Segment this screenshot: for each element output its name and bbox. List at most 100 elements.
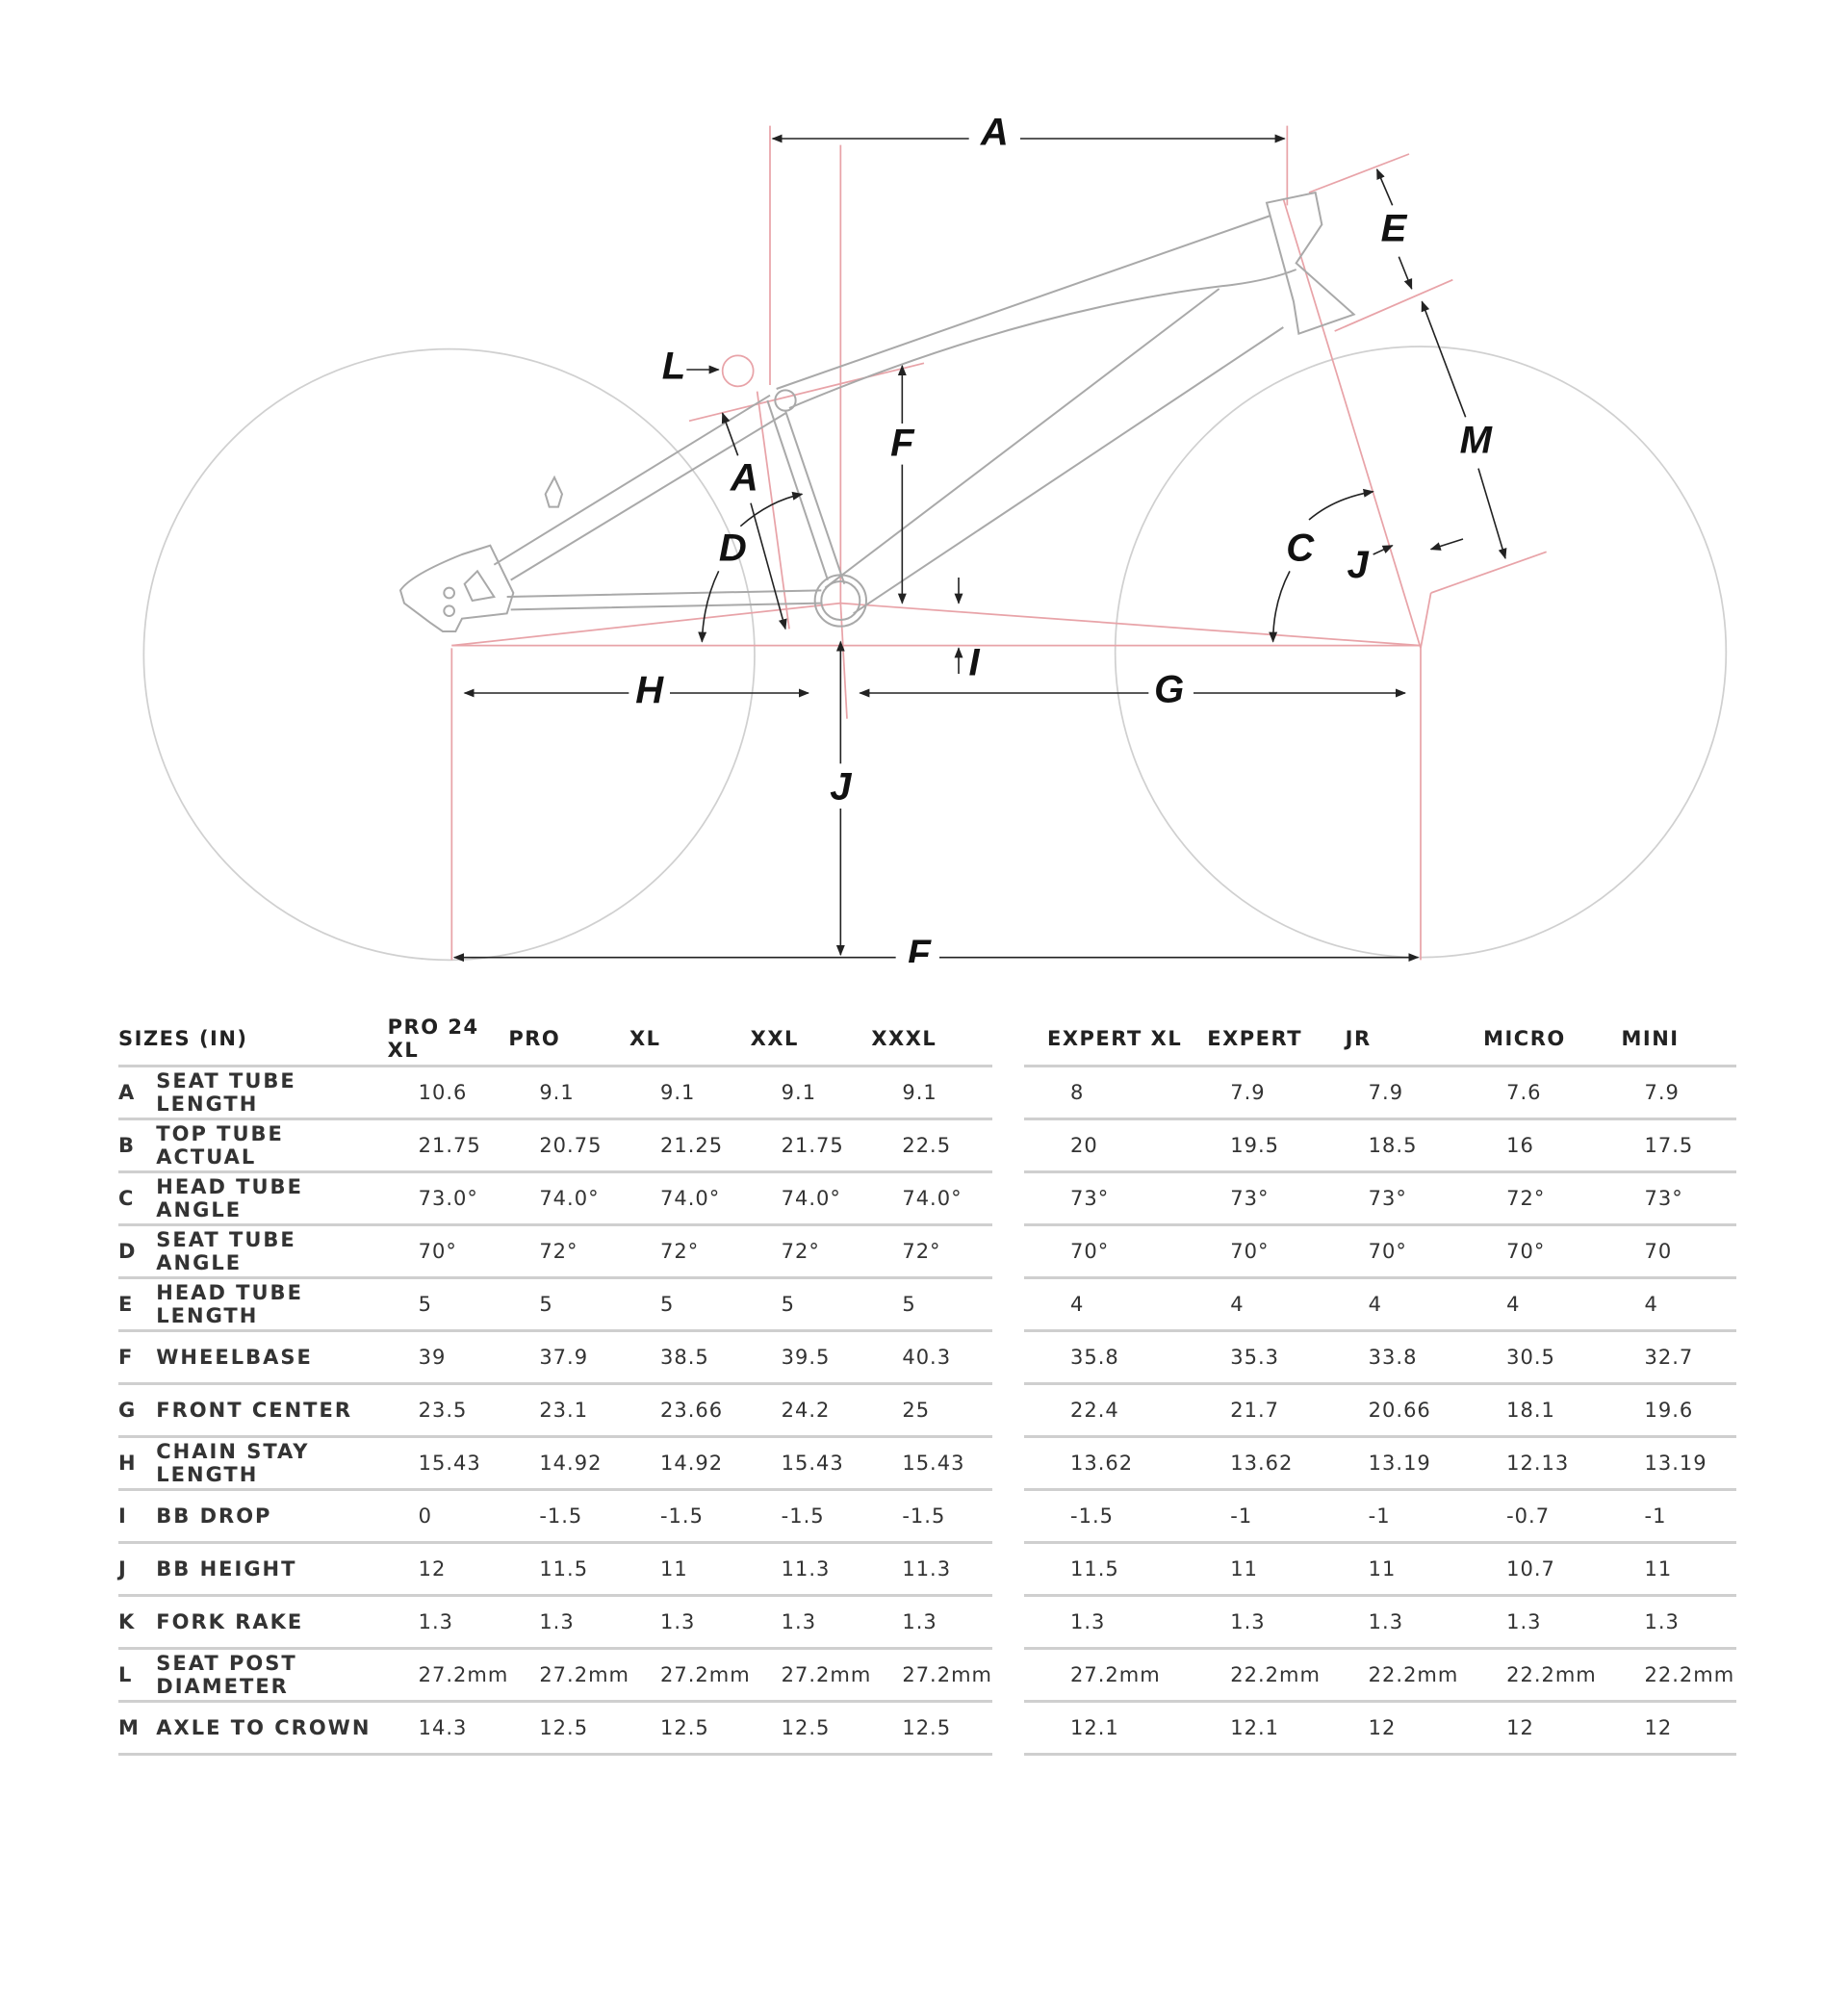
label-a-top: A: [980, 112, 1009, 154]
dimension-arrows: [452, 134, 1507, 963]
cell-value: 70°: [1184, 1224, 1322, 1279]
cell-value: 74.0°: [750, 1171, 872, 1226]
cell-value: 7.9: [1598, 1066, 1736, 1120]
cell-value: 35.8: [1024, 1330, 1185, 1385]
table-row: I BB DROP 0 -1.5 -1.5 -1.5 -1.5: [118, 1489, 992, 1544]
cell-value: 14.92: [508, 1436, 629, 1491]
cell-value: 7.6: [1460, 1066, 1599, 1120]
cell-value: 11: [629, 1542, 751, 1597]
table-row: L SEAT POST DIAMETER 27.2mm 27.2mm 27.2mm 27.…: [118, 1648, 992, 1703]
cell-value: 12.13: [1460, 1436, 1599, 1491]
cell-value: 24.2: [750, 1383, 872, 1438]
cell-value: 9.1: [508, 1066, 629, 1120]
cell-value: 27.2mm: [750, 1648, 872, 1703]
row-name: CHAIN STAY LENGTH: [156, 1436, 388, 1491]
label-l: L: [662, 345, 685, 387]
label-h: H: [635, 670, 664, 712]
cell-value: 1.3: [508, 1595, 629, 1650]
cell-value: 27.2mm: [629, 1648, 751, 1703]
cell-value: 1.3: [1322, 1595, 1461, 1650]
cell-value: 5: [750, 1277, 872, 1332]
cell-value: 22.5: [871, 1118, 992, 1173]
cell-value: 74.0°: [629, 1171, 751, 1226]
table-row: 1.3 1.3 1.3 1.3 1.3: [1024, 1595, 1736, 1650]
cell-value: 22.2mm: [1184, 1648, 1322, 1703]
cell-value: 27.2mm: [871, 1648, 992, 1703]
cell-value: 25: [871, 1383, 992, 1438]
cell-value: 15.43: [871, 1436, 992, 1491]
cell-value: 27.2mm: [508, 1648, 629, 1703]
row-key: M: [118, 1701, 157, 1756]
cell-value: 7.9: [1184, 1066, 1322, 1120]
cell-value: 19.6: [1598, 1383, 1736, 1438]
cell-value: 7.9: [1322, 1066, 1461, 1120]
label-c: C: [1286, 527, 1315, 570]
cell-value: 21.25: [629, 1118, 751, 1173]
cell-value: 17.5: [1598, 1118, 1736, 1173]
cell-value: 12: [1460, 1701, 1599, 1756]
row-name: AXLE TO CROWN: [156, 1701, 388, 1756]
rear-wheel: [142, 347, 756, 962]
cell-value: 13.19: [1322, 1436, 1461, 1491]
row-name: TOP TUBE ACTUAL: [156, 1118, 388, 1173]
cell-value: 15.43: [387, 1436, 509, 1491]
cell-value: 72°: [750, 1224, 872, 1279]
geometry-table-left: SIZES (IN) PRO 24 XL PRO XL XXL XXXL A SEAT T…: [118, 1013, 992, 1756]
cell-value: -0.7: [1460, 1489, 1599, 1544]
cell-value: 1.3: [1184, 1595, 1322, 1650]
table-row: H CHAIN STAY LENGTH 15.43 14.92 14.92 15.43 15…: [118, 1436, 992, 1491]
row-name: WHEELBASE: [156, 1330, 388, 1385]
table-row: 73° 73° 73° 72° 73°: [1024, 1171, 1736, 1226]
cell-value: 9.1: [629, 1066, 751, 1120]
row-name: SEAT TUBE ANGLE: [156, 1224, 388, 1279]
row-key: L: [118, 1648, 157, 1703]
cell-value: 22.4: [1024, 1383, 1185, 1438]
cell-value: 73°: [1024, 1171, 1185, 1226]
cell-value: 12: [1322, 1701, 1461, 1756]
cell-value: 74.0°: [508, 1171, 629, 1226]
cell-value: 15.43: [750, 1436, 872, 1491]
row-key: A: [118, 1066, 157, 1120]
cell-value: 14.92: [629, 1436, 751, 1491]
cell-value: 1.3: [387, 1595, 509, 1650]
cell-value: 11.5: [508, 1542, 629, 1597]
table-row: J BB HEIGHT 12 11.5 11 11.3 11.3: [118, 1542, 992, 1597]
cell-value: 12.1: [1184, 1701, 1322, 1756]
row-key: C: [118, 1171, 157, 1226]
size-header: PRO 24 XL: [387, 1013, 509, 1067]
cell-value: 16: [1460, 1118, 1599, 1173]
cell-value: 73°: [1322, 1171, 1461, 1226]
cell-value: 11.3: [750, 1542, 872, 1597]
cell-value: -1: [1184, 1489, 1322, 1544]
cell-value: 12.5: [508, 1701, 629, 1756]
size-header: PRO: [508, 1013, 629, 1067]
size-header: MINI: [1598, 1013, 1736, 1067]
row-name: BB DROP: [156, 1489, 388, 1544]
table-row: 20 19.5 18.5 16 17.5: [1024, 1118, 1736, 1173]
cell-value: 20: [1024, 1118, 1185, 1173]
cell-value: 1.3: [871, 1595, 992, 1650]
cell-value: 11: [1184, 1542, 1322, 1597]
table-row: 13.62 13.62 13.19 12.13 13.19: [1024, 1436, 1736, 1491]
table-row: 11.5 11 11 10.7 11: [1024, 1542, 1736, 1597]
table-row: C HEAD TUBE ANGLE 73.0° 74.0° 74.0° 74.0° 74.0…: [118, 1171, 992, 1226]
table-row: F WHEELBASE 39 37.9 38.5 39.5 40.3: [118, 1330, 992, 1385]
cell-value: 18.1: [1460, 1383, 1599, 1438]
table-row: -1.5 -1 -1 -0.7 -1: [1024, 1489, 1736, 1544]
cell-value: 70°: [387, 1224, 509, 1279]
label-f-vertical: F: [890, 422, 915, 464]
label-j-fork: J: [1348, 544, 1370, 586]
table-row: K FORK RAKE 1.3 1.3 1.3 1.3 1.3: [118, 1595, 992, 1650]
cell-value: 70°: [1024, 1224, 1185, 1279]
table-header-row: SIZES (IN) PRO 24 XL PRO XL XXL XXXL: [118, 1013, 992, 1067]
cell-value: -1: [1598, 1489, 1736, 1544]
label-g: G: [1154, 668, 1184, 710]
row-key: I: [118, 1489, 157, 1544]
cell-value: 39: [387, 1330, 509, 1385]
row-key: B: [118, 1118, 157, 1173]
size-header: XL: [629, 1013, 751, 1067]
label-a-seat: A: [730, 456, 758, 499]
table-header-row: EXPERT XL EXPERT JR MICRO MINI: [1024, 1013, 1736, 1067]
table-row: 8 7.9 7.9 7.6 7.9: [1024, 1066, 1736, 1120]
table-row: G FRONT CENTER 23.5 23.1 23.66 24.2 25: [118, 1383, 992, 1438]
